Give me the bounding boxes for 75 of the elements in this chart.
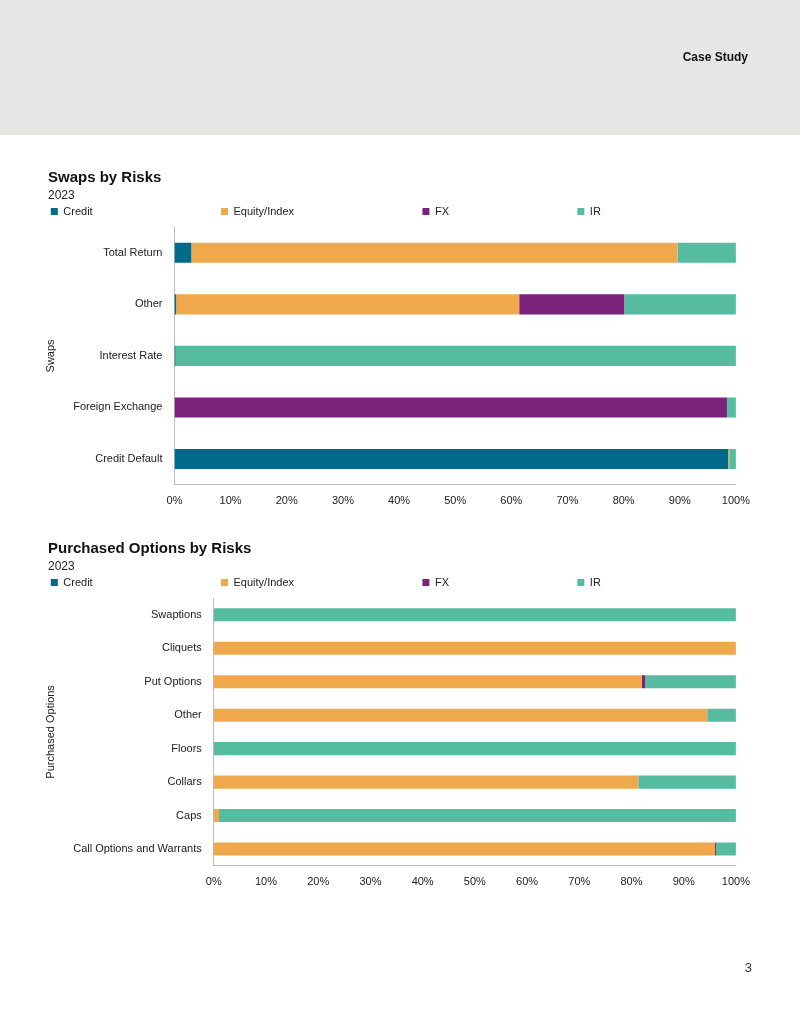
text: Case Study [682, 50, 748, 64]
x-tick-label: 10% [254, 875, 278, 888]
y-axis-title: Swaps [43, 338, 56, 373]
text: 2023 [48, 559, 75, 573]
y-tick-label: Cliquets [162, 641, 203, 654]
x-tick-label: 40% [411, 875, 434, 888]
y-tick-label: Other [174, 708, 203, 721]
y-axis-title: Purchased Options [43, 684, 56, 779]
x-tick-label: 60% [516, 875, 539, 888]
bar [641, 675, 646, 689]
legend-label: IR [589, 204, 730, 217]
legend-label: Credit [63, 204, 222, 217]
bar [519, 294, 625, 315]
bar [645, 675, 736, 689]
bar [213, 641, 736, 655]
bar [213, 842, 716, 856]
bar [174, 448, 729, 470]
bar [174, 397, 727, 418]
legend-label: IR [589, 575, 730, 588]
y-tick-label: Foreign Exchange [73, 400, 163, 413]
bar [213, 608, 736, 622]
x-tick-label: 50% [463, 875, 487, 888]
x-tick-label: 0% [166, 494, 183, 507]
x-tick-label: 20% [275, 494, 298, 507]
x-tick-label: 90% [668, 494, 692, 507]
x-tick-label: 100% [721, 494, 751, 507]
x-tick-label: 100% [721, 875, 751, 888]
bar [213, 742, 736, 756]
y-tick-label: Collars [167, 775, 203, 788]
bar [677, 242, 736, 263]
y-tick-label: Caps [176, 808, 203, 821]
bar [175, 345, 736, 366]
legend-label: FX [434, 204, 578, 217]
x-tick-label: 20% [307, 875, 330, 888]
bar [707, 708, 736, 722]
bar [726, 397, 736, 418]
bar [624, 294, 736, 315]
text: 3 [744, 960, 752, 975]
bar [213, 675, 642, 689]
text: 2023 [48, 188, 75, 202]
x-tick-label: 30% [331, 494, 355, 507]
y-tick-label: Call Options and Warrants [73, 842, 203, 855]
bar [213, 809, 220, 823]
x-tick-label: 10% [219, 494, 242, 507]
legend-label: FX [434, 575, 578, 588]
x-tick-label: 0% [205, 875, 222, 888]
y-tick-label: Total Return [103, 245, 163, 258]
x-tick-label: 40% [388, 494, 411, 507]
y-tick-label: Other [134, 297, 163, 310]
legend-label: Credit [63, 575, 222, 588]
y-tick-label: Put Options [144, 674, 203, 687]
x-tick-label: 80% [620, 875, 643, 888]
bar [191, 242, 678, 263]
bar [716, 842, 736, 856]
x-tick-label: 50% [444, 494, 467, 507]
x-tick-label: 80% [612, 494, 635, 507]
bar [638, 775, 736, 789]
x-tick-label: 70% [568, 875, 591, 888]
bar [213, 775, 639, 789]
x-tick-label: 70% [556, 494, 579, 507]
bar [213, 708, 708, 722]
bar [174, 242, 192, 263]
legend-label: Equity/Index [233, 204, 423, 217]
x-tick-label: 60% [500, 494, 523, 507]
x-tick-label: 30% [359, 875, 382, 888]
x-tick-label: 90% [672, 875, 695, 888]
legend-label: Equity/Index [233, 575, 423, 588]
y-tick-label: Interest Rate [99, 348, 163, 361]
chart-title: Purchased Options by Risks [48, 539, 252, 556]
bar [176, 294, 520, 315]
y-tick-label: Floors [171, 741, 203, 754]
y-tick-label: Credit Default [95, 452, 163, 465]
bar [219, 809, 736, 823]
y-tick-label: Swaptions [151, 607, 203, 620]
chart-title: Swaps by Risks [48, 168, 162, 185]
